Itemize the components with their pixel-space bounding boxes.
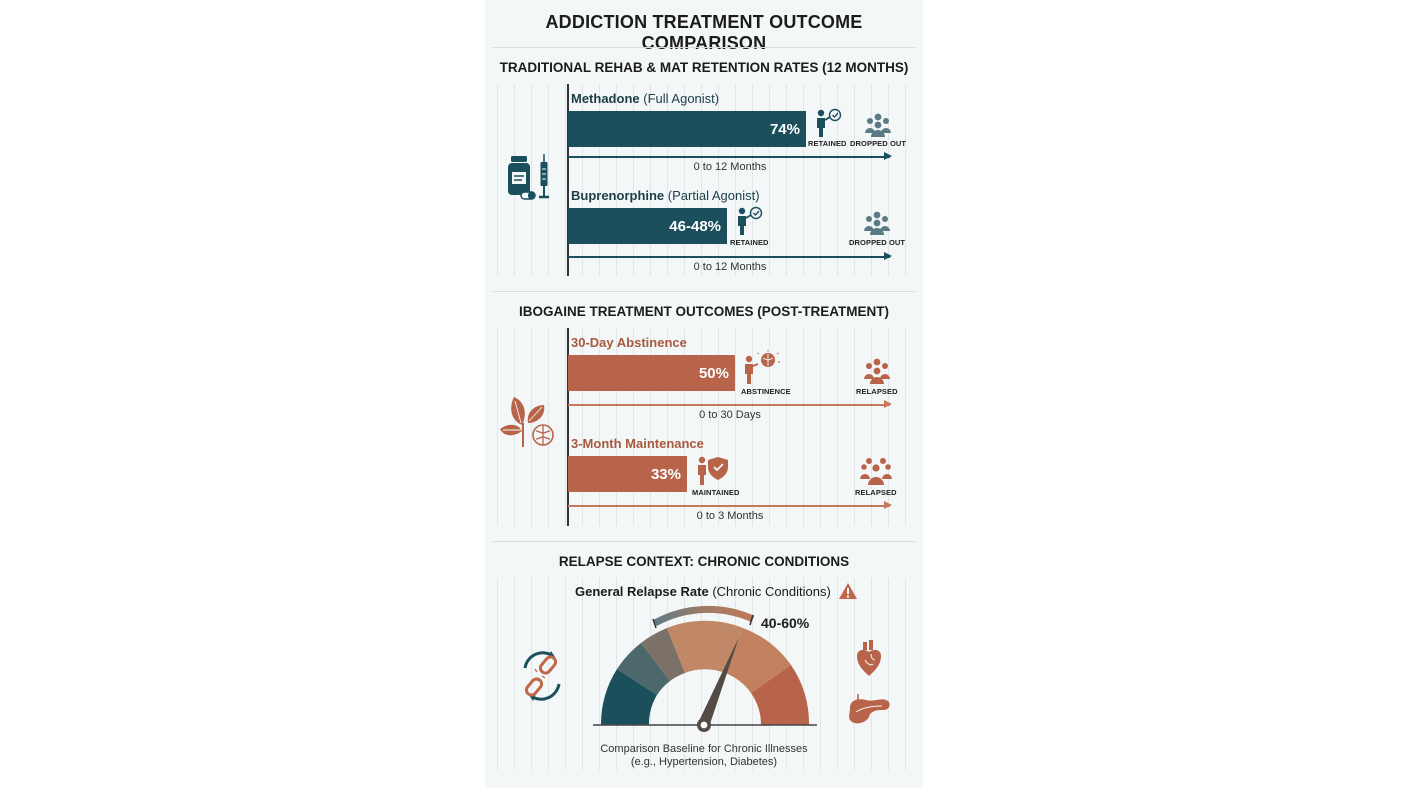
abstinence-tag: ABSTINENCE: [741, 387, 791, 396]
group-dropped-out-icon: [865, 113, 891, 137]
timeline-arrow: [568, 153, 892, 159]
divider: [493, 47, 915, 48]
group-dropped-out-icon: [864, 211, 890, 235]
maintained-tag: MAINTAINED: [692, 488, 740, 497]
person-shield-icon: [698, 456, 728, 485]
relapsed-tag: RELAPSED: [856, 387, 898, 396]
buprenorphine-label: Buprenorphine (Partial Agonist): [571, 188, 760, 203]
medicine-bottle-syringe-icon: [508, 154, 549, 200]
maintenance-3month-label: 3-Month Maintenance: [571, 436, 704, 451]
range-label: 0 to 30 Days: [699, 409, 761, 421]
heart-organ-icon: [857, 640, 881, 676]
timeline-arrow: [568, 253, 892, 259]
abstinence-30day-value: 50%: [698, 364, 729, 382]
buprenorphine-bar: 46-48%: [568, 208, 727, 244]
y-axis: [567, 328, 569, 526]
dropped-out-tag: DROPPED OUT: [849, 238, 906, 247]
gauge-range-value: 40-60%: [761, 615, 810, 631]
methadone-bar: 74%: [568, 111, 806, 147]
pancreas-organ-icon: [849, 694, 890, 724]
relapse-gauge: [593, 605, 817, 732]
retained-tag: RETAINED: [730, 238, 769, 247]
page-title: ADDICTION TREATMENT OUTCOME COMPARISON: [545, 12, 863, 53]
section-title-relapse-context: RELAPSE CONTEXT: CHRONIC CONDITIONS: [558, 554, 850, 569]
timeline-arrow: [568, 502, 892, 508]
abstinence-30day-label: 30-Day Abstinence: [571, 335, 687, 350]
warning-icon: [839, 583, 857, 599]
range-label: 0 to 3 Months: [696, 510, 764, 522]
divider: [493, 291, 915, 292]
group-relapsed-icon: [860, 458, 892, 485]
buprenorphine-value: 46-48%: [669, 217, 721, 235]
maintenance-3month-value: 33%: [650, 465, 681, 483]
retained-tag: RETAINED: [808, 139, 847, 148]
person-brain-icon: [745, 350, 780, 384]
methadone-label: Methadone (Full Agonist): [571, 91, 720, 106]
leaf-brain-icon: [500, 397, 554, 447]
methadone-value: 74%: [769, 120, 800, 138]
range-label: 0 to 12 Months: [693, 161, 767, 173]
section-title-mat: TRADITIONAL REHAB & MAT RETENTION RATES …: [499, 60, 909, 75]
divider: [493, 541, 915, 542]
dropped-out-tag: DROPPED OUT: [850, 139, 907, 148]
retained-person-icon: [817, 108, 842, 137]
infographic-card: ADDICTION TREATMENT OUTCOME COMPARISON T…: [485, 0, 923, 788]
y-axis: [567, 84, 569, 276]
abstinence-30day-bar: 50%: [568, 355, 735, 391]
broken-chain-cycle-icon: [523, 651, 561, 701]
relapsed-tag: RELAPSED: [855, 488, 897, 497]
section-title-ibogaine: IBOGAINE TREATMENT OUTCOMES (POST-TREATM…: [519, 304, 889, 319]
range-label: 0 to 12 Months: [693, 261, 767, 273]
gauge-caption: Comparison Baseline for Chronic Illnesse…: [600, 743, 808, 768]
maintenance-3month-bar: 33%: [568, 456, 687, 492]
gauge-label: General Relapse Rate (Chronic Conditions…: [575, 584, 831, 599]
timeline-arrow: [568, 401, 892, 407]
group-relapsed-icon: [864, 358, 890, 384]
retained-person-icon: [738, 206, 763, 235]
